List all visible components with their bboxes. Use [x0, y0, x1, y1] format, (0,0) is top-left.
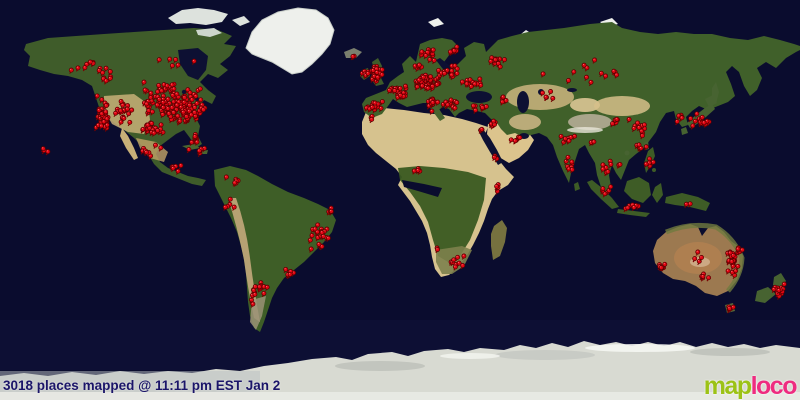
gulf-of-guinea — [402, 180, 442, 197]
logo-part-map: map — [703, 372, 752, 400]
antarctica-texture — [0, 344, 800, 400]
sakhalin — [712, 82, 719, 104]
greenland — [245, 7, 335, 75]
sri-lanka — [574, 182, 580, 191]
mexico-desert — [136, 138, 168, 162]
hainan — [624, 150, 630, 156]
status-text: 3018 places mapped @ 11:11 pm EST Jan 2 — [3, 378, 281, 393]
asia-deserts — [506, 84, 650, 133]
logo-part-loco: loco — [750, 372, 798, 400]
continent-south-america — [214, 166, 336, 332]
maploco-logo[interactable]: maploco — [703, 372, 798, 400]
baja-california — [120, 128, 138, 160]
madagascar — [491, 220, 507, 260]
iceland — [344, 48, 362, 58]
australia-green-rim — [665, 222, 745, 293]
